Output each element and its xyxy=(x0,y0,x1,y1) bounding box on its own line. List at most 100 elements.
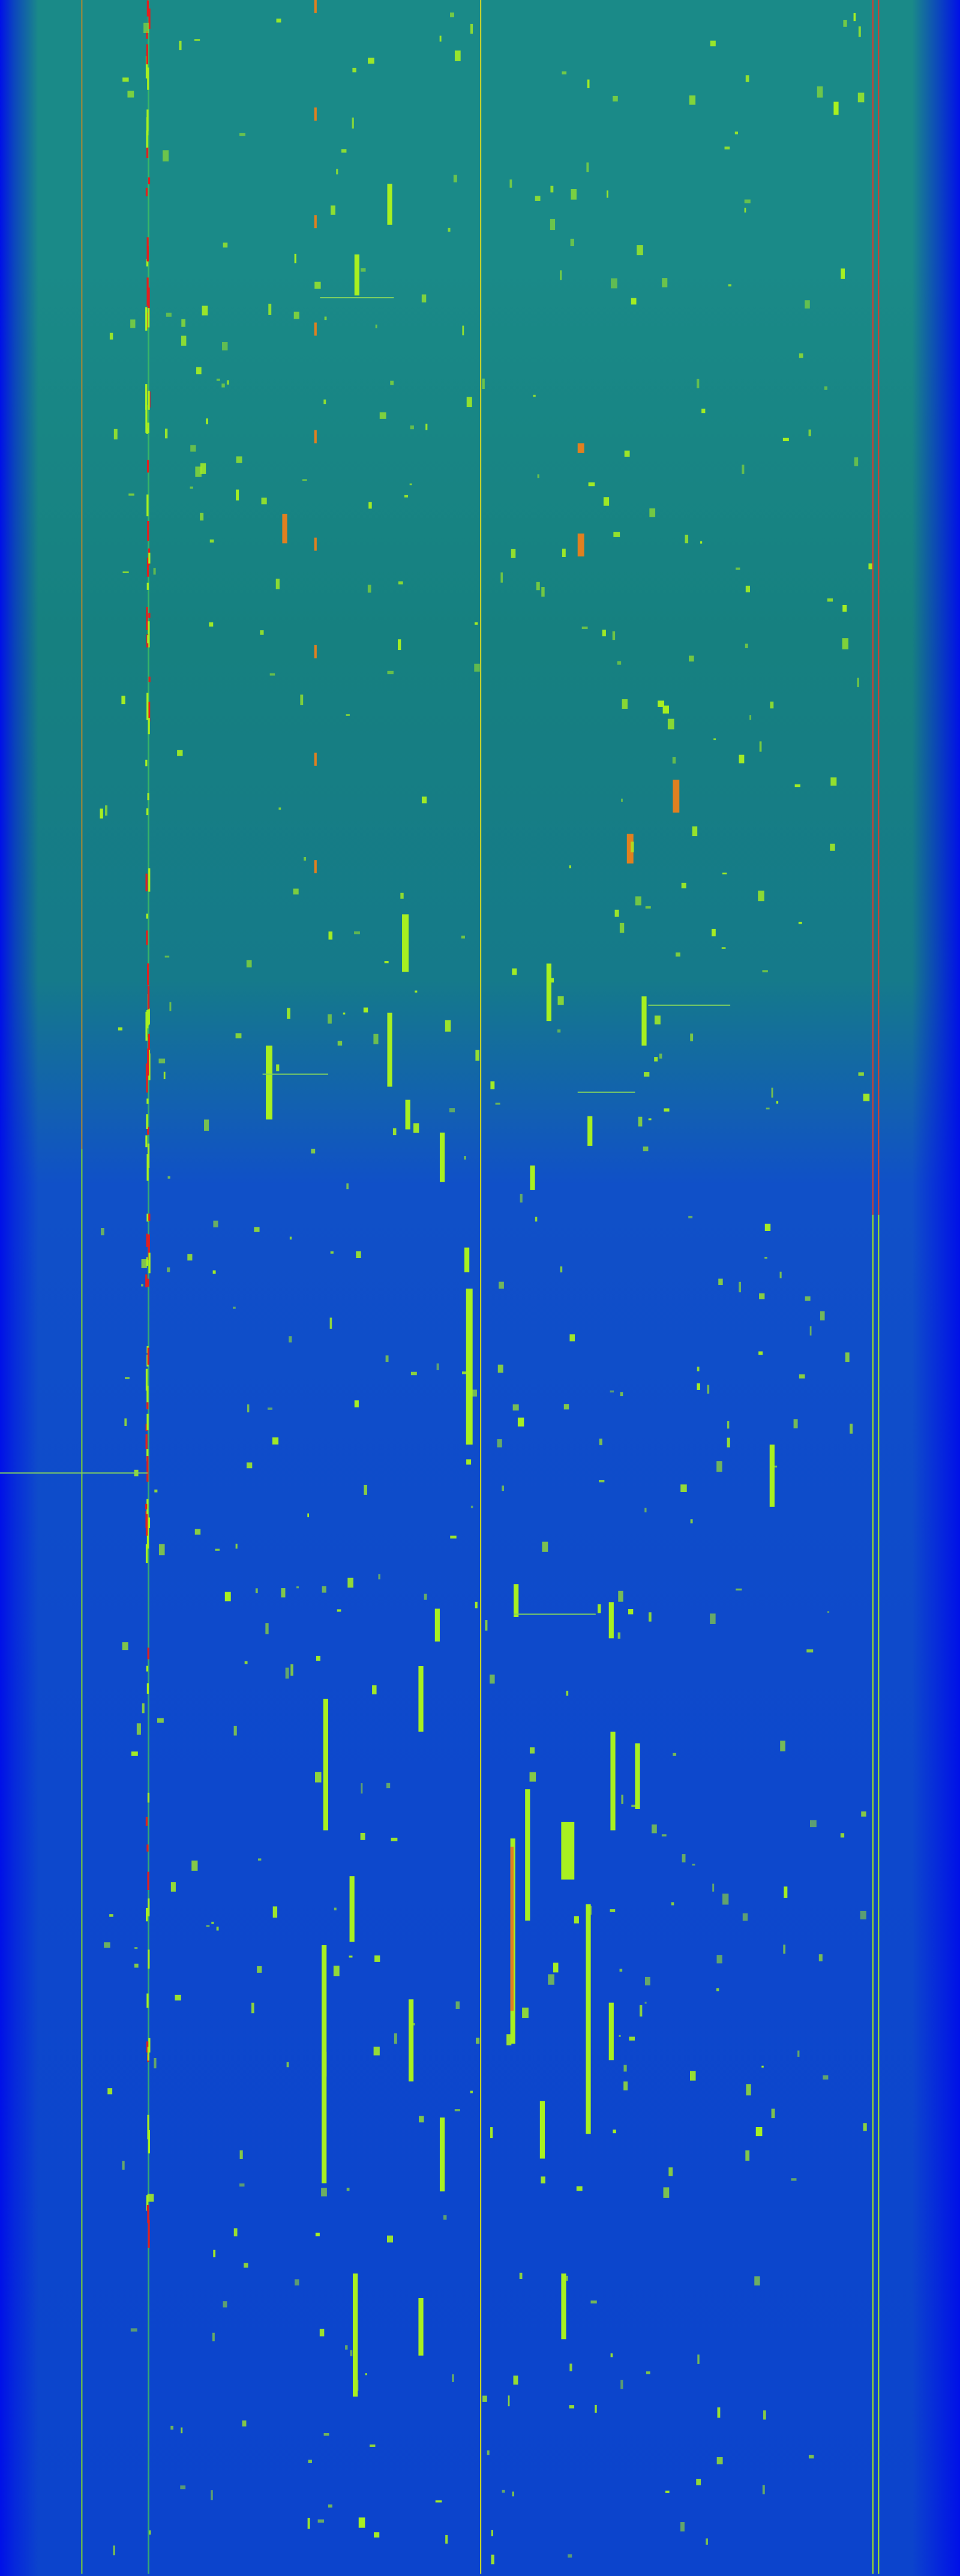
signal-speck xyxy=(330,1251,334,1254)
signal-speck xyxy=(122,1642,128,1651)
signal-speck xyxy=(690,2071,696,2081)
signal-block xyxy=(635,1743,640,1809)
signal-speck xyxy=(799,353,803,358)
noise-burst xyxy=(148,308,150,328)
signal-speck xyxy=(213,2249,216,2257)
signal-block xyxy=(353,2273,358,2397)
noise-burst xyxy=(146,259,149,266)
noise-burst xyxy=(146,2195,149,2211)
signal-speck xyxy=(860,1910,866,1920)
signal-speck xyxy=(665,2490,670,2493)
noise-burst xyxy=(146,31,148,39)
signal-speck xyxy=(158,1544,165,1556)
signal-speck xyxy=(628,1609,634,1615)
signal-block-peak xyxy=(673,780,680,813)
signal-speck xyxy=(202,305,208,316)
signal-speck xyxy=(858,1072,864,1076)
signal-speck xyxy=(452,2374,454,2382)
signal-speck xyxy=(845,1352,850,1362)
noise-burst xyxy=(146,130,148,148)
signal-speck xyxy=(648,1118,652,1121)
signal-speck xyxy=(100,808,103,819)
signal-speck xyxy=(806,1649,814,1653)
signal-speck xyxy=(697,1367,700,1371)
noise-burst xyxy=(147,1648,149,1660)
noise-burst xyxy=(147,2114,149,2140)
signal-speck xyxy=(175,1994,181,2001)
signal-speck xyxy=(841,268,845,279)
signal-speck xyxy=(181,2427,183,2434)
signal-speck xyxy=(631,841,634,853)
signal-speck xyxy=(445,1020,451,1032)
signal-block xyxy=(322,2051,327,2183)
periodic-burst xyxy=(314,430,317,444)
noise-burst xyxy=(148,1253,151,1274)
signal-speck xyxy=(587,79,590,88)
signal-speck xyxy=(239,2183,245,2187)
signal-speck xyxy=(251,2002,254,2014)
signal-speck xyxy=(328,1014,332,1024)
signal-block xyxy=(769,1444,775,1507)
signal-speck xyxy=(455,2001,460,2009)
signal-speck xyxy=(620,1392,623,1397)
signal-speck xyxy=(610,2353,613,2358)
noise-burst xyxy=(146,117,149,131)
signal-speck xyxy=(519,2272,523,2280)
signal-speck xyxy=(681,882,686,889)
signal-speck xyxy=(398,639,401,651)
noise-burst xyxy=(148,1214,151,1221)
signal-speck xyxy=(212,2332,215,2342)
noise-burst xyxy=(147,985,150,1010)
signal-speck xyxy=(512,1404,519,1411)
noise-burst xyxy=(146,930,148,945)
signal-speck xyxy=(718,1278,723,1286)
signal-speck xyxy=(696,2479,701,2485)
signal-speck xyxy=(180,2485,186,2490)
signal-speck xyxy=(495,1103,500,1105)
noise-burst xyxy=(147,635,149,643)
signal-speck xyxy=(345,2345,348,2350)
signal-speck xyxy=(194,1529,201,1535)
signal-speck xyxy=(701,408,706,414)
signal-speck xyxy=(508,2395,510,2407)
signal-speck xyxy=(149,2530,151,2535)
signal-speck xyxy=(272,1906,278,1918)
signal-speck xyxy=(242,2420,247,2427)
signal-speck xyxy=(181,336,187,346)
signal-speck xyxy=(491,2530,493,2536)
signal-speck xyxy=(113,429,118,440)
signal-speck xyxy=(755,2126,763,2137)
signal-speck xyxy=(221,384,225,388)
signal-speck xyxy=(619,1969,623,1972)
noise-burst xyxy=(146,1068,148,1093)
signal-speck xyxy=(857,678,859,687)
signal-speck xyxy=(637,245,643,256)
signal-speck xyxy=(421,294,427,302)
signal-speck xyxy=(744,208,746,213)
signal-speck xyxy=(712,1883,715,1892)
signal-speck xyxy=(722,1893,729,1905)
signal-speck xyxy=(611,278,617,289)
signal-speck xyxy=(235,1543,238,1549)
signal-speck xyxy=(658,700,665,707)
signal-speck xyxy=(818,1954,823,1961)
periodic-burst xyxy=(314,322,317,336)
signal-speck xyxy=(404,495,409,498)
signal-speck xyxy=(141,1284,143,1287)
noise-burst xyxy=(146,494,149,517)
signal-speck xyxy=(475,1601,478,1608)
signal-speck xyxy=(143,22,149,34)
noise-burst xyxy=(146,1993,149,2008)
noise-burst xyxy=(148,676,151,682)
signal-speck xyxy=(257,1966,262,1973)
signal-speck xyxy=(631,298,637,305)
noise-burst xyxy=(146,582,149,590)
signal-speck xyxy=(391,1837,398,1841)
signal-speck xyxy=(598,1604,601,1613)
signal-speck xyxy=(187,1254,193,1261)
signal-speck xyxy=(574,1916,579,1924)
signal-speck xyxy=(759,1293,765,1299)
signal-speck xyxy=(421,796,427,804)
signal-speck xyxy=(842,638,849,649)
signal-speck xyxy=(169,1002,172,1011)
